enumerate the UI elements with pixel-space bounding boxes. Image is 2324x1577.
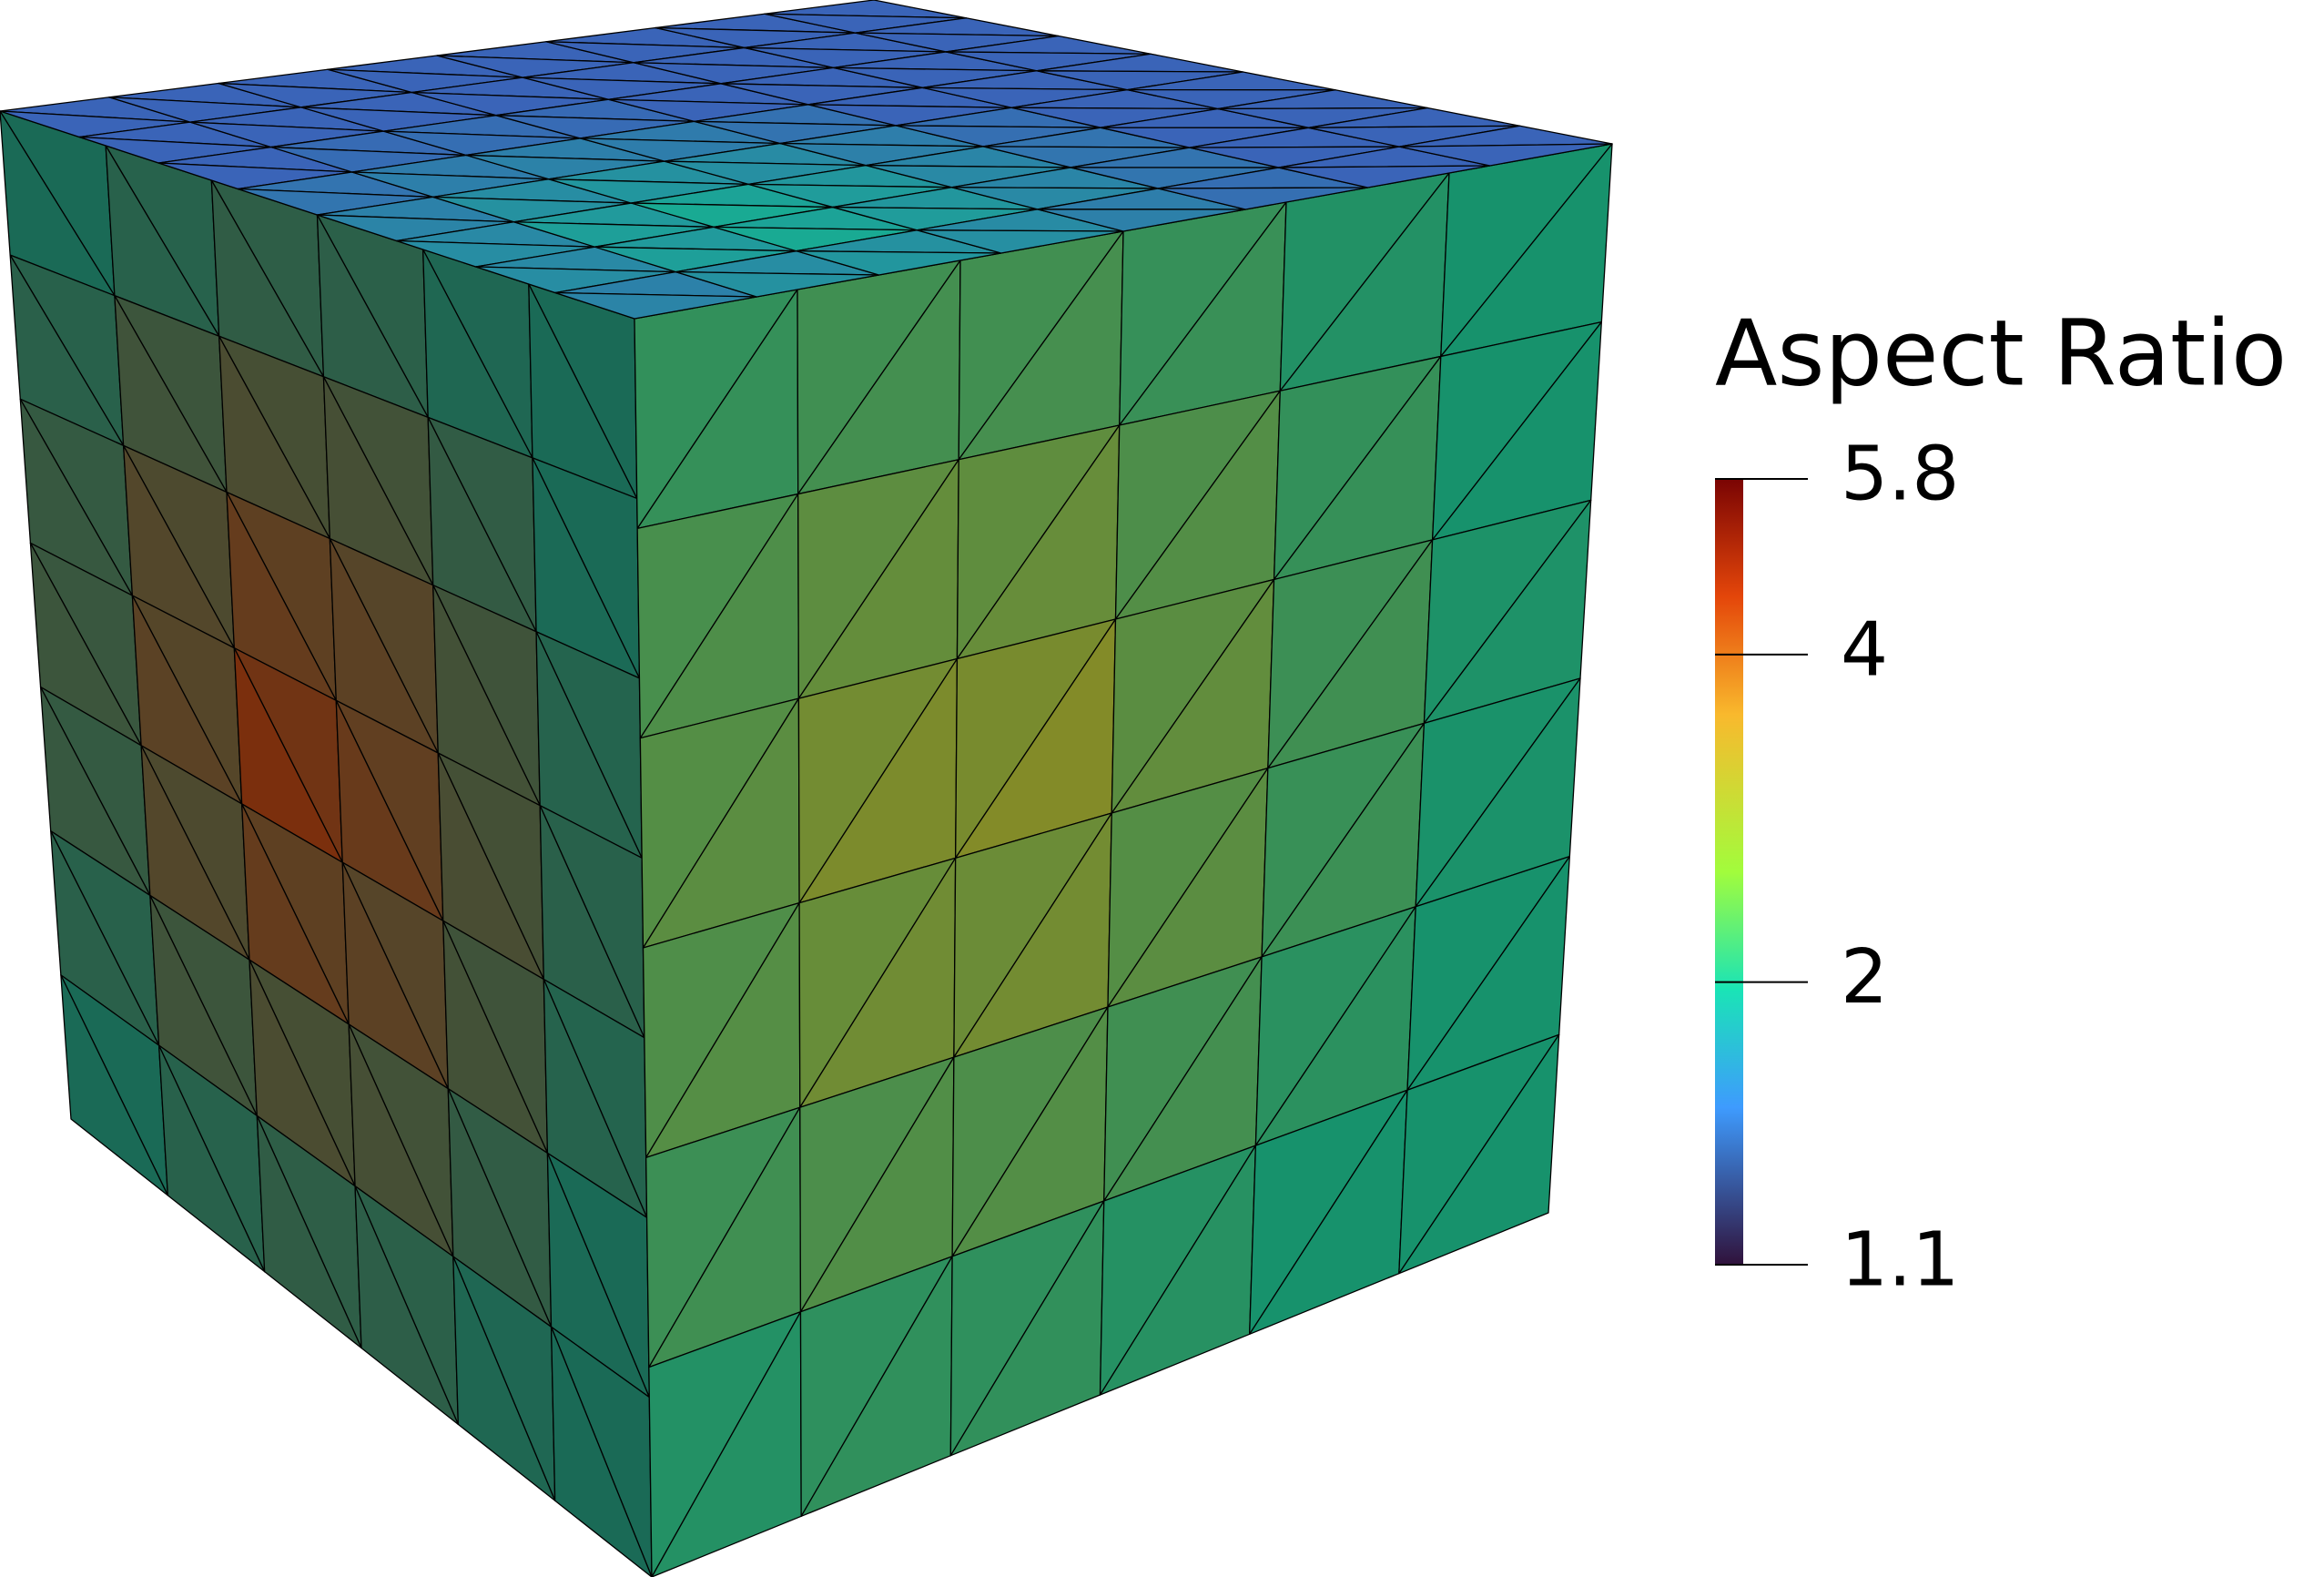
mesh-cell	[1157, 187, 1369, 210]
mesh-cell	[916, 229, 1124, 254]
mesh-cell	[796, 250, 1002, 276]
mesh-cell	[256, 1114, 362, 1349]
cube-mesh	[0, 0, 1613, 1577]
color-legend: Aspect Ratio 5.8 4 2 1.1	[1715, 300, 2287, 1303]
color-bar	[1715, 479, 1743, 1265]
mesh-cell	[1398, 143, 1613, 167]
mesh-cell	[550, 1326, 653, 1577]
legend-title: Aspect Ratio	[1715, 300, 2287, 406]
mesh-cell	[60, 974, 168, 1196]
mesh-cell	[354, 1185, 459, 1425]
mesh-cell	[1278, 165, 1491, 188]
mesh-cell	[554, 291, 757, 320]
tick-label: 5.8	[1841, 431, 1959, 517]
mesh-cell	[675, 270, 880, 298]
mesh-cell	[157, 1044, 266, 1273]
mesh-cell	[1398, 1033, 1560, 1275]
mesh-cell	[452, 1256, 556, 1501]
mesh-cell	[1037, 209, 1246, 232]
tick-label: 2	[1841, 934, 1888, 1021]
tick-label: 1.1	[1841, 1216, 1959, 1303]
tick-label: 4	[1841, 606, 1888, 693]
